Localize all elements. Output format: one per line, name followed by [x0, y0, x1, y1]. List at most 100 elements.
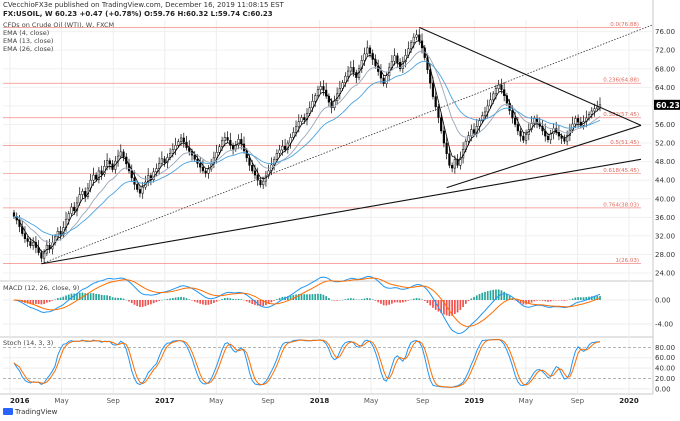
candle-body [472, 129, 476, 134]
price-tick-label: 24.00 [655, 270, 675, 278]
macd-histogram-bar [95, 293, 97, 300]
candle-body [207, 168, 210, 174]
macd-histogram-bar [180, 296, 182, 300]
fib-level-label: 0.5(51.45) [610, 140, 639, 146]
macd-histogram-bar [213, 300, 215, 303]
macd-histogram-bar [360, 299, 363, 300]
macd-histogram-bar [415, 298, 418, 300]
macd-histogram-bar [199, 300, 202, 304]
price-tick-label: 28.00 [655, 251, 675, 259]
candle-body [259, 179, 262, 186]
macd-histogram-bar [54, 299, 56, 300]
macd-histogram-bar [87, 293, 89, 300]
macd-histogram-bar [486, 291, 489, 300]
macd-histogram-bar [100, 294, 103, 300]
macd-histogram-bar [377, 300, 380, 303]
candle-body [297, 121, 300, 128]
macd-histogram-bar [144, 300, 147, 307]
stoch-d-line [13, 339, 601, 388]
price-tick-label: 52.00 [655, 140, 675, 148]
candle-body [273, 159, 276, 166]
candle-body [497, 84, 500, 89]
macd-histogram-bar [245, 300, 248, 302]
price-tick-label: 48.00 [655, 158, 675, 166]
candle-body [26, 238, 29, 242]
macd-histogram-bar [393, 300, 396, 303]
tradingview-logo[interactable]: TradingView [3, 408, 57, 416]
macd-histogram-bar [76, 293, 78, 300]
candle-body [223, 137, 226, 141]
macd-histogram-bar [278, 297, 281, 300]
candle-body [221, 140, 224, 147]
price-tick-label: 72.00 [655, 47, 675, 55]
macd-histogram-bar [506, 293, 508, 300]
candle-body [262, 180, 265, 186]
price-tick-label: 40.00 [655, 195, 675, 203]
price-tick-label: 44.00 [655, 177, 675, 185]
macd-histogram-bar [500, 290, 503, 300]
macd-histogram-bar [286, 296, 289, 300]
candle-body [401, 61, 404, 69]
macd-histogram-bar [62, 296, 65, 300]
macd-histogram-bar [563, 300, 566, 301]
macd-histogram-bar [37, 300, 40, 305]
candle-body [379, 71, 383, 79]
x-tick-label: May [54, 397, 68, 405]
x-tick-label: Sep [571, 397, 585, 405]
macd-histogram-bar [527, 300, 530, 304]
macd-histogram-bar [98, 294, 100, 300]
ema4-line [13, 40, 601, 253]
macd-histogram-bar [303, 294, 306, 300]
macd-legend[interactable]: MACD (12, 26, close, 9) [3, 284, 80, 292]
long-term-support-line [41, 158, 642, 265]
stoch-tick-label: 20.00 [655, 375, 675, 383]
fib-level-label: 1(26.03) [615, 258, 639, 264]
candle-body [363, 53, 366, 61]
stoch-tick-label: 40.00 [655, 365, 675, 373]
stoch-legend[interactable]: Stoch (14, 3, 3) [3, 339, 54, 347]
candle-body [393, 55, 396, 62]
candle-body [119, 151, 122, 157]
x-tick-label: May [519, 397, 533, 405]
macd-histogram-bar [369, 298, 371, 300]
candle-body [431, 82, 435, 97]
candle-body [374, 59, 377, 67]
price-tick-label: 56.00 [655, 121, 675, 129]
macd-histogram-bar [401, 300, 404, 303]
candle-body [483, 111, 487, 116]
x-tick-label: 2019 [465, 397, 485, 405]
candle-body [519, 130, 522, 137]
candle-body [300, 117, 303, 122]
macd-histogram-bar [314, 293, 317, 300]
ema4-label[interactable]: EMA (4, close) [3, 29, 50, 37]
macd-histogram-bar [147, 300, 150, 305]
candle-body [253, 170, 257, 176]
macd-histogram-bar [73, 293, 76, 300]
macd-histogram-bar [325, 296, 328, 300]
candle-body [12, 212, 16, 217]
candle-body [524, 134, 528, 141]
macd-histogram-bar [333, 300, 336, 301]
candle-body [470, 129, 473, 136]
macd-histogram-bar [51, 300, 54, 301]
candle-body [366, 47, 369, 55]
macd-histogram-bar [67, 294, 70, 300]
macd-histogram-bar [382, 300, 385, 306]
macd-histogram-bar [81, 292, 84, 300]
macd-histogram-bar [481, 292, 484, 300]
candle-body [234, 144, 237, 150]
ema13-label[interactable]: EMA (13, close) [3, 37, 54, 45]
macd-histogram-bar [363, 298, 366, 300]
candle-body [511, 110, 514, 119]
macd-histogram-bar [32, 300, 35, 304]
candle-body [314, 95, 317, 102]
price-tick-label: 36.00 [655, 214, 675, 222]
ema26-label[interactable]: EMA (26, close) [3, 45, 54, 53]
macd-histogram-bar [169, 298, 171, 300]
macd-histogram-bar [196, 300, 199, 303]
macd-histogram-bar [407, 300, 410, 301]
candle-body [451, 165, 454, 169]
price-tick-label: 32.00 [655, 232, 675, 240]
candle-body [199, 163, 202, 168]
